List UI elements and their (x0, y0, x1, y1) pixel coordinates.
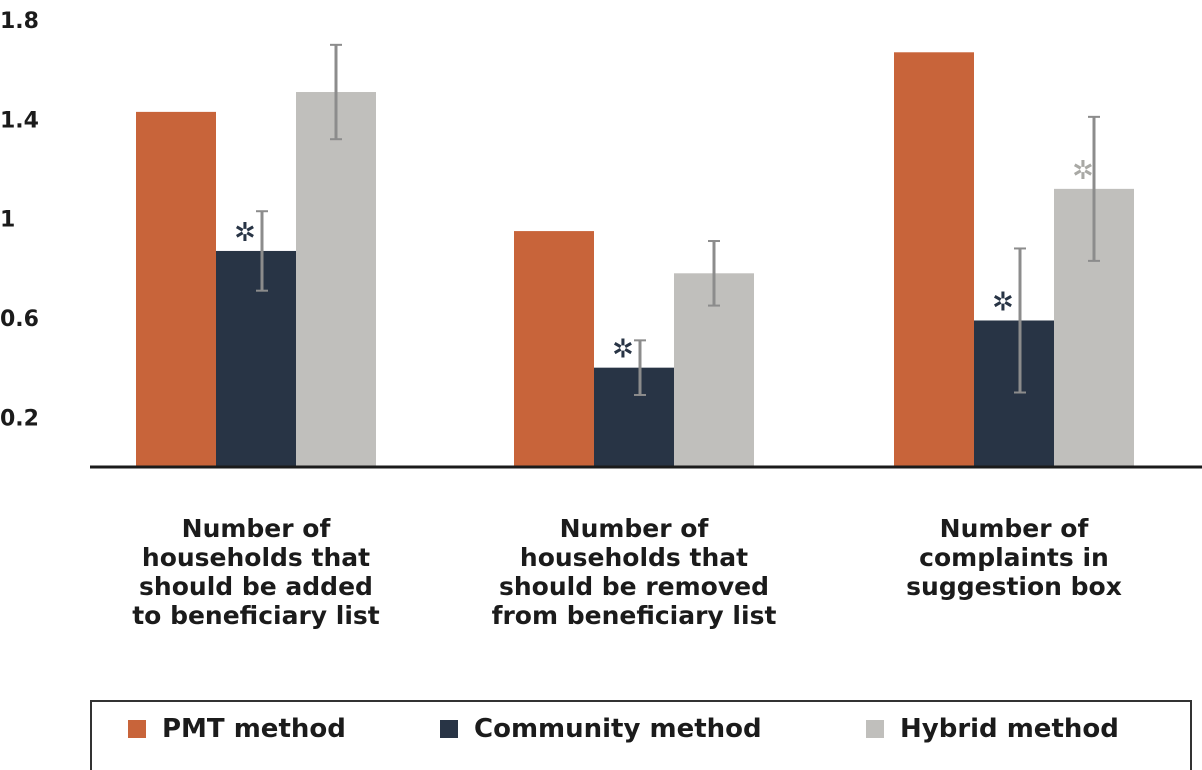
legend-swatch-community (440, 720, 458, 738)
bar-chart: 1.8 1.4 1 0.6 0.2 ✲ ✲ ✲ ✲ Number of households t… (0, 9, 1202, 630)
category-labels: Number of households that should be added t… (132, 514, 1122, 630)
bars (136, 52, 1134, 468)
category-label: Number of households that should be remove… (492, 514, 777, 630)
bar (514, 231, 594, 467)
significance-stars: ✲ ✲ ✲ ✲ (234, 156, 1094, 365)
y-tick-label: 0.6 (0, 307, 39, 332)
bar (216, 250, 296, 467)
significance-star: ✲ (1072, 156, 1094, 186)
legend-label-community: Community method (474, 714, 762, 744)
significance-star: ✲ (992, 287, 1014, 317)
bar (594, 367, 674, 467)
legend-label-hybrid: Hybrid method (900, 714, 1119, 744)
significance-star: ✲ (234, 218, 256, 248)
category-label: Number of complaints in suggestion box (906, 514, 1122, 601)
bar (974, 320, 1054, 467)
bar (894, 52, 974, 468)
legend-item-community: Community method (440, 714, 762, 744)
legend-swatch-hybrid (866, 720, 884, 738)
bar (136, 111, 216, 467)
category-label: Number of households that should be added t… (132, 514, 380, 630)
error-bars (256, 43, 1100, 396)
significance-star: ✲ (612, 335, 634, 365)
legend: PMT method Community method Hybrid metho… (90, 700, 1192, 770)
y-tick-label: 0.2 (0, 406, 39, 431)
legend-item-hybrid: Hybrid method (866, 714, 1119, 744)
y-tick-label: 1.8 (0, 9, 39, 34)
y-tick-label: 1 (0, 208, 15, 233)
bar (296, 92, 376, 468)
y-tick-label: 1.4 (0, 108, 39, 133)
legend-item-pmt: PMT method (128, 714, 346, 744)
legend-label-pmt: PMT method (162, 714, 346, 744)
y-axis-ticks: 1.8 1.4 1 0.6 0.2 (0, 9, 39, 431)
legend-swatch-pmt (128, 720, 146, 738)
